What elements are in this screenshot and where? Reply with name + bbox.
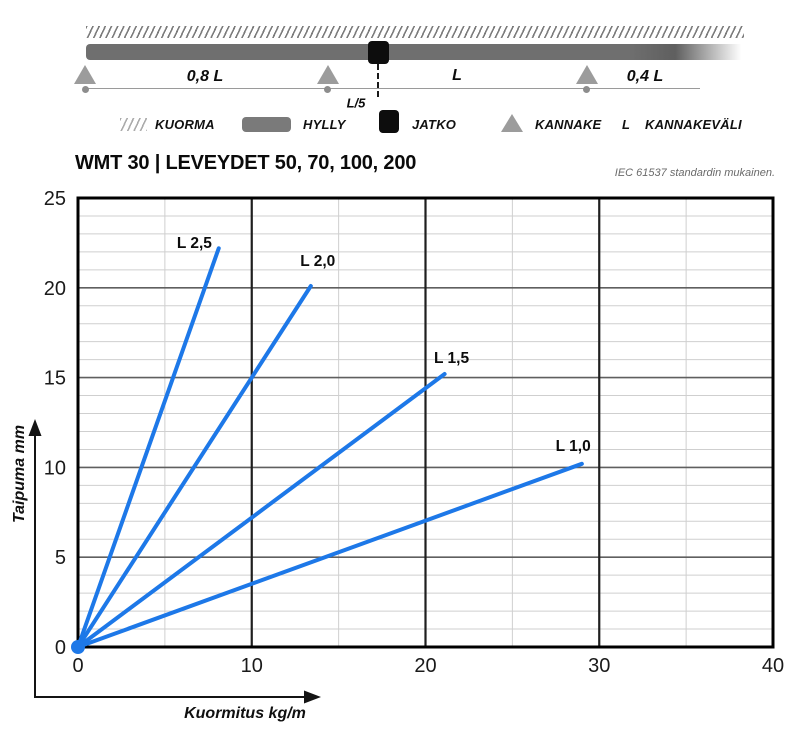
y-tick-label: 5: [55, 547, 66, 569]
x-tick-label: 10: [241, 655, 263, 677]
dimension-point: [324, 86, 331, 93]
legend-label-hylly: HYLLY: [303, 117, 346, 132]
origin-dot: [71, 640, 85, 654]
y-tick-label: 25: [44, 190, 66, 210]
deflection-chart: L 2,5 L 2,0 L 1,5 L 1,0 0 5 10 15 20 25 0 10 20 30 40: [28, 190, 784, 704]
y-tick-label: 10: [44, 457, 66, 479]
span-label-left: 0,8 L: [186, 68, 224, 85]
joint-gap-label: L/5: [346, 95, 366, 111]
plot-border: [76, 196, 775, 649]
page-title: WMT 30 | LEVEYDET 50, 70, 100, 200: [75, 152, 417, 174]
dimension-point: [583, 86, 590, 93]
bracket-icon: [501, 114, 523, 132]
dimension-line: [86, 88, 700, 89]
legend-label-kannake: KANNAKE: [535, 117, 602, 132]
load-hatch: [86, 26, 744, 38]
shelf-icon: [242, 117, 291, 132]
joint-marker: [368, 41, 389, 64]
axis-arrows: [28, 419, 321, 704]
bracket-icon: [576, 65, 598, 84]
series-line-L1,5: [76, 372, 447, 649]
series-label: L 2,0: [300, 253, 335, 270]
span-label-mid: L: [452, 67, 462, 84]
x-tick-label: 30: [588, 655, 610, 677]
x-tick-label: 40: [762, 655, 784, 677]
standard-note: IEC 61537 standardin mukainen.: [614, 167, 775, 179]
bracket-icon: [317, 65, 339, 84]
joint-icon: [379, 110, 399, 133]
joint-dashed-line: [377, 64, 379, 97]
y-tick-label: 15: [44, 368, 66, 390]
series-label: L 2,5: [177, 235, 212, 252]
shelf-beam: [86, 44, 748, 60]
series-line-L2,5: [76, 246, 221, 649]
x-axis-title: Kuormitus kg/m: [184, 705, 306, 722]
series-line-L2,0: [76, 284, 313, 649]
series-label: L 1,5: [434, 350, 469, 367]
y-axis-title: Taipuma mm: [11, 424, 28, 524]
legend-label-kannakevali: KANNAKEVÄLI: [645, 117, 742, 132]
dimension-point: [82, 86, 89, 93]
legend-label-jatko: JATKO: [412, 117, 457, 132]
y-tick-label: 0: [55, 637, 66, 659]
y-tick-label: 20: [44, 278, 66, 300]
series-label: L 1,0: [556, 438, 591, 455]
x-tick-label: 0: [72, 655, 83, 677]
legend-label-kuorma: KUORMA: [155, 117, 215, 132]
bracket-icon: [74, 65, 96, 84]
load-hatch-icon: [120, 118, 147, 131]
span-symbol: L: [622, 117, 631, 132]
series-line-L1,0: [76, 461, 584, 649]
span-label-right: 0,4 L: [626, 68, 664, 85]
x-tick-label: 20: [414, 655, 436, 677]
